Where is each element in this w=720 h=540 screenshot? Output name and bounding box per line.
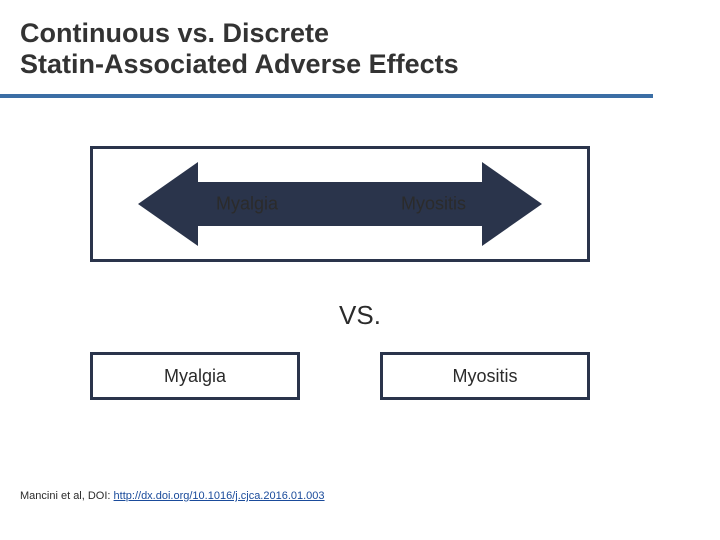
title-underline <box>0 94 653 98</box>
double-arrow: Myalgia Myositis <box>138 162 542 246</box>
vs-label: VS. <box>339 300 381 331</box>
citation-link[interactable]: http://dx.doi.org/10.1016/j.cjca.2016.01… <box>114 490 325 502</box>
discrete-box-left: Myalgia <box>90 352 300 400</box>
continuous-left-label: Myalgia <box>216 194 278 215</box>
continuous-spectrum-box: Myalgia Myositis <box>90 146 590 262</box>
discrete-row: Myalgia Myositis <box>90 352 590 400</box>
slide-title: Continuous vs. Discrete Statin-Associate… <box>20 18 459 80</box>
title-line-2: Statin-Associated Adverse Effects <box>20 49 459 80</box>
citation: Mancini et al, DOI: http://dx.doi.org/10… <box>20 490 325 502</box>
discrete-left-label: Myalgia <box>164 366 226 387</box>
discrete-right-label: Myositis <box>452 366 517 387</box>
title-line-1: Continuous vs. Discrete <box>20 18 459 49</box>
continuous-right-label: Myositis <box>401 194 466 215</box>
slide: Continuous vs. Discrete Statin-Associate… <box>0 0 720 540</box>
double-arrow-shape <box>138 162 542 246</box>
discrete-box-right: Myositis <box>380 352 590 400</box>
double-arrow-svg <box>138 162 542 246</box>
citation-prefix: Mancini et al, DOI: <box>20 490 114 502</box>
